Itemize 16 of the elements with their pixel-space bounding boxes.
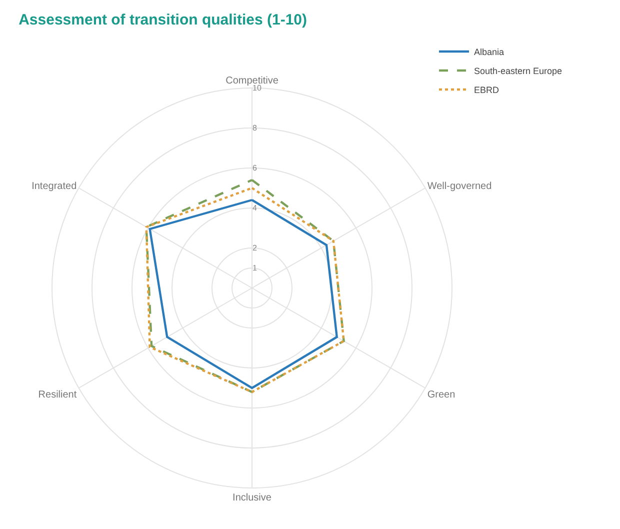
spoke-label: Integrated — [32, 180, 77, 192]
legend-label: Albania — [474, 47, 504, 58]
spoke-label: Inclusive — [232, 492, 272, 504]
spoke-label: Green — [427, 389, 456, 400]
y-tick-label: 4 — [252, 204, 258, 213]
y-tick-label: 1 — [252, 264, 258, 273]
spoke-label: Well-governed — [427, 180, 492, 192]
y-tick-label: 10 — [252, 84, 262, 93]
legend-label: South-eastern Europe — [474, 66, 562, 76]
y-tick-label: 2 — [252, 244, 258, 253]
legend-label: EBRD — [474, 85, 500, 96]
y-tick-label: 6 — [252, 164, 258, 173]
spoke-label: Competitive — [226, 76, 279, 86]
chart-title: Assessment of transition qualities (1-10) — [18, 12, 308, 28]
spoke-label: Resilient — [38, 389, 77, 400]
y-tick-label: 8 — [252, 124, 258, 133]
